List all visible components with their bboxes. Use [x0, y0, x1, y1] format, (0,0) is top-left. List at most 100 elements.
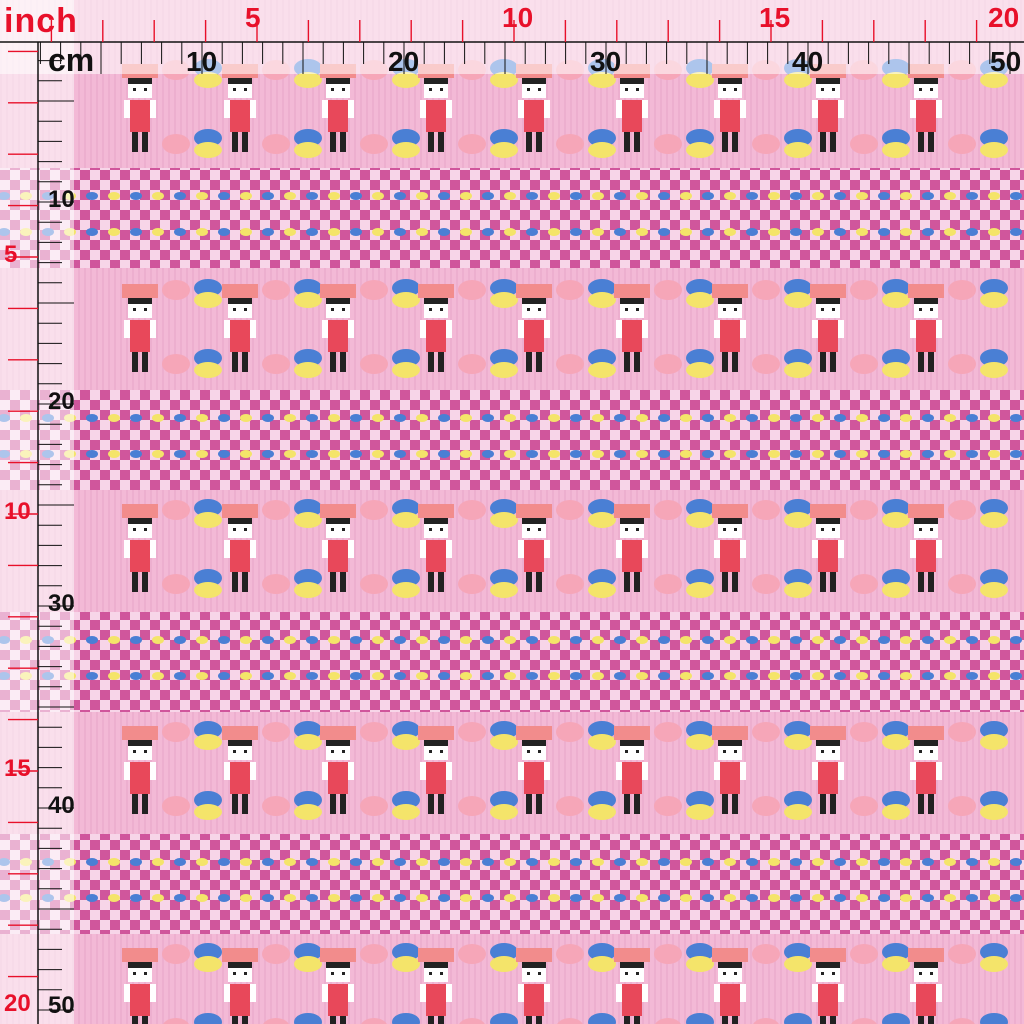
macaron-filling [392, 512, 420, 528]
pink-macaron [360, 500, 388, 520]
character-body [230, 100, 250, 132]
mini-macaron [746, 228, 758, 236]
character-hair [128, 962, 152, 968]
character-leg [526, 572, 532, 592]
macaron [686, 791, 714, 809]
pink-macaron [949, 1018, 975, 1024]
mini-macaron [394, 672, 406, 680]
mini-macaron [130, 228, 142, 236]
character-body [916, 762, 936, 794]
stripe-band [0, 168, 1024, 268]
mini-macaron [438, 894, 450, 902]
character-motif [810, 948, 846, 1024]
macaron-filling [294, 804, 322, 820]
mini-macaron [218, 450, 230, 458]
macaron [194, 349, 222, 367]
mini-macaron [482, 858, 494, 866]
character-motif [712, 504, 748, 592]
character-motif [222, 284, 258, 372]
pink-macaron [262, 134, 290, 154]
left-cm-label: 10 [48, 186, 75, 213]
mini-macaron [86, 858, 98, 866]
mini-macaron [174, 228, 186, 236]
character-leg [132, 572, 138, 592]
character-leg [330, 572, 336, 592]
character-leg [928, 352, 934, 372]
mini-macaron [130, 894, 142, 902]
character-leg [918, 572, 924, 592]
mini-macaron [394, 414, 406, 422]
mini-macaron [130, 450, 142, 458]
mini-macaron [680, 858, 692, 866]
mini-macaron [680, 672, 692, 680]
macaron-filling [194, 734, 222, 750]
mini-macaron [988, 672, 1000, 680]
pink-macaron [851, 1018, 877, 1024]
macaron [980, 349, 1008, 367]
macaron [882, 1013, 910, 1024]
character-hat [908, 948, 944, 962]
character-body [622, 540, 642, 572]
macaron [194, 499, 222, 517]
character-leg [428, 794, 434, 814]
macaron [392, 349, 420, 367]
mini-macaron [218, 192, 230, 200]
character-motif [908, 284, 944, 372]
pink-macaron [556, 574, 584, 594]
macaron [194, 721, 222, 739]
character-leg [732, 794, 738, 814]
character-body [524, 100, 544, 132]
mini-macaron [438, 672, 450, 680]
macaron [392, 943, 420, 961]
pink-macaron [948, 354, 976, 374]
mini-macaron [328, 858, 340, 866]
mini-macaron [438, 228, 450, 236]
macaron [980, 569, 1008, 587]
pink-macaron [654, 280, 682, 300]
pink-macaron [654, 796, 682, 816]
character-leg [624, 572, 630, 592]
character-body [622, 100, 642, 132]
macaron-filling [882, 734, 910, 750]
macaron [294, 1013, 322, 1024]
mini-macaron [284, 894, 296, 902]
character-body [130, 320, 150, 352]
mini-macaron [724, 414, 736, 422]
character-body [230, 320, 250, 352]
macaron [784, 349, 812, 367]
top-cm-label: 50 [990, 46, 1022, 77]
macaron-filling [882, 292, 910, 308]
character-leg [820, 352, 826, 372]
mini-macaron [350, 894, 362, 902]
mini-macaron [1010, 414, 1022, 422]
mini-macaron [372, 672, 384, 680]
character-motif [516, 948, 552, 1024]
mini-macaron [724, 636, 736, 644]
mini-macaron [306, 636, 318, 644]
pink-macaron [458, 280, 486, 300]
macaron-filling [588, 292, 616, 308]
character-hat [222, 504, 258, 518]
mini-macaron [812, 894, 824, 902]
pink-macaron [263, 1018, 289, 1024]
mini-macaron [834, 636, 846, 644]
character-motif [614, 948, 650, 1024]
pink-macaron [752, 944, 780, 964]
macaron [490, 943, 518, 961]
character-body [426, 320, 446, 352]
mini-macaron [944, 672, 956, 680]
mini-macaron [284, 450, 296, 458]
character-leg [536, 794, 542, 814]
character-leg [918, 132, 924, 152]
mini-macaron [108, 636, 120, 644]
character-body [328, 100, 348, 132]
character-hair [228, 518, 252, 524]
macaron-filling [294, 362, 322, 378]
character-hair [914, 740, 938, 746]
character-leg [830, 132, 836, 152]
mini-macaron [108, 450, 120, 458]
macaron [490, 569, 518, 587]
character-body [230, 540, 250, 572]
